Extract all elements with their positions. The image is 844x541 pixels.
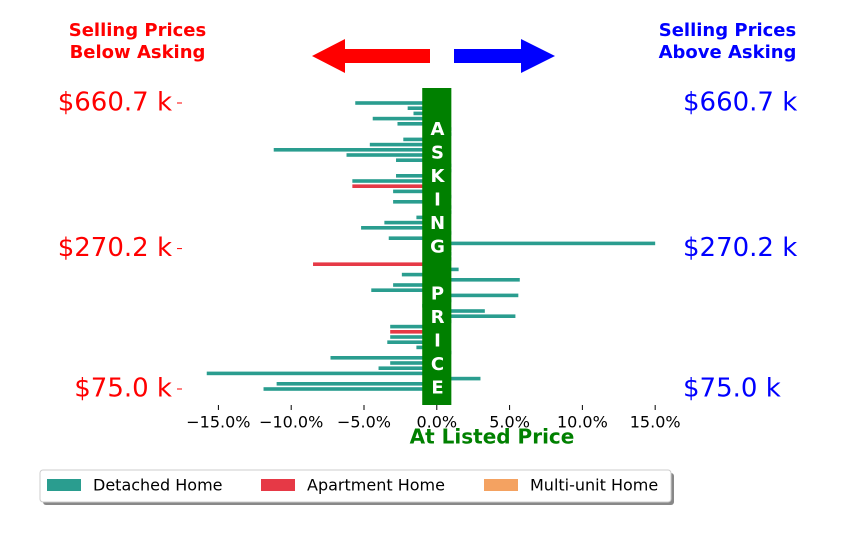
bar (361, 226, 437, 230)
bar (390, 361, 437, 365)
bar (436, 376, 481, 381)
bar (396, 174, 437, 178)
bar (372, 116, 437, 121)
bar (355, 101, 437, 105)
y-tick-label-right: $660.7 k (683, 88, 797, 118)
bar (346, 153, 437, 157)
bar (206, 371, 437, 376)
legend-swatch (484, 479, 518, 491)
bar (390, 335, 437, 339)
y-tick-label: $660.7 k (58, 88, 172, 118)
legend-frame (39, 469, 672, 503)
legend-swatch (261, 479, 295, 491)
bar (436, 293, 519, 298)
bar (436, 241, 656, 246)
bar (388, 236, 437, 240)
bar (390, 330, 437, 334)
y-tick-label-right: $75.0 k (683, 374, 781, 404)
right-annotation: Selling Prices Above Asking (658, 20, 797, 63)
bar (352, 179, 437, 183)
y-tick-label-right: $270.2 k (683, 233, 797, 263)
bar (436, 314, 516, 318)
x-axis-label: At Listed Price (410, 425, 575, 449)
x-tick-label: −10.0% (259, 413, 323, 432)
bar (401, 272, 437, 277)
bar (393, 200, 437, 204)
bar (273, 148, 437, 152)
bar (387, 340, 437, 344)
bar (330, 356, 437, 360)
y-tick-label: $270.2 k (58, 233, 172, 263)
legend-label: Apartment Home (307, 476, 445, 495)
bar (352, 184, 437, 188)
bar (436, 278, 520, 282)
bar (393, 283, 437, 287)
y-tick-label: $75.0 k (74, 374, 172, 404)
bar (393, 189, 437, 194)
bar (369, 142, 437, 147)
legend: Detached Home Apartment Home Multi-unit Ho… (39, 469, 674, 505)
left-arrow (312, 39, 430, 73)
bar (397, 122, 437, 126)
bar (436, 309, 485, 313)
bar (384, 220, 437, 225)
bar (276, 382, 437, 386)
bar (263, 387, 437, 391)
x-tick-label: 5.0% (489, 413, 530, 432)
bar (390, 324, 437, 329)
band-label: ASKING PRICE (427, 119, 448, 401)
legend-label: Detached Home (93, 476, 223, 495)
right-arrow (454, 39, 555, 73)
asking-band (422, 88, 452, 405)
left-annotation: Selling Prices Below Asking (68, 20, 207, 63)
bar (378, 366, 437, 370)
legend-swatch (47, 479, 81, 491)
x-tick-label: 15.0% (630, 413, 681, 432)
x-tick-label: 10.0% (557, 413, 608, 432)
bar (313, 262, 437, 266)
bar (403, 137, 437, 142)
x-tick-label: 0.0% (416, 413, 457, 432)
legend-label: Multi-unit Home (530, 476, 658, 495)
x-tick-label: −15.0% (186, 413, 250, 432)
bar (396, 158, 437, 162)
bar (371, 288, 437, 292)
x-tick-label: −5.0% (337, 413, 391, 432)
